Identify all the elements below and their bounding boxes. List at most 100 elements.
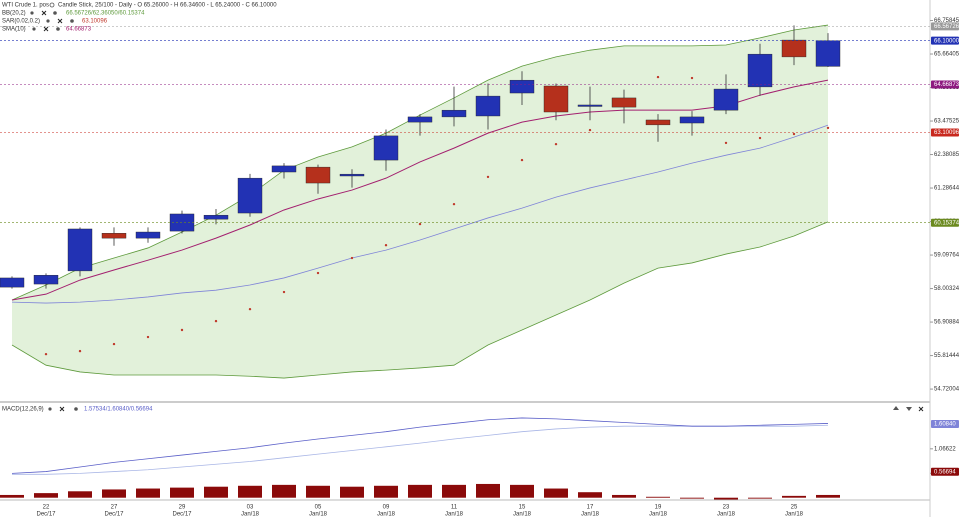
x-tick-label: 22 bbox=[43, 505, 50, 511]
candle-body bbox=[135, 231, 161, 239]
settings-icon[interactable] bbox=[74, 407, 78, 411]
sar-dot bbox=[44, 352, 48, 356]
histogram-bar bbox=[612, 494, 636, 498]
histogram-bar bbox=[442, 484, 466, 498]
indicator-value: 63.10096 bbox=[82, 19, 108, 25]
candle-body bbox=[509, 79, 535, 94]
x-tick-label: 23 bbox=[723, 505, 730, 511]
eye-icon[interactable] bbox=[48, 407, 52, 411]
close-icon[interactable] bbox=[41, 10, 47, 16]
y-tick-label: 62.38085 bbox=[934, 152, 960, 158]
sar-dot bbox=[724, 141, 728, 145]
x-tick-sublabel: Jan/18 bbox=[785, 512, 804, 517]
candle-body bbox=[645, 119, 671, 126]
x-tick-label: 27 bbox=[111, 505, 118, 511]
eye-icon[interactable] bbox=[30, 11, 34, 15]
sar-dot bbox=[248, 307, 252, 311]
settings-icon[interactable] bbox=[53, 11, 57, 15]
x-tick-sublabel: Jan/18 bbox=[649, 512, 668, 517]
y-tick-label: 61.28644 bbox=[934, 186, 960, 192]
histogram-bar bbox=[102, 489, 126, 498]
candle-body bbox=[747, 53, 773, 88]
x-tick-sublabel: Dec/17 bbox=[104, 512, 124, 517]
x-tick-label: 29 bbox=[179, 505, 186, 511]
histogram-bar bbox=[68, 491, 92, 498]
x-tick-label: 17 bbox=[587, 505, 594, 511]
x-tick-label: 03 bbox=[247, 505, 254, 511]
candle-body bbox=[611, 97, 637, 108]
price-badge-label: 66.56726 bbox=[934, 24, 960, 30]
sar-dot bbox=[792, 132, 796, 136]
histogram-bar bbox=[816, 494, 840, 498]
indicator-value: 66.56726/62.36050/60.15374 bbox=[66, 11, 145, 17]
eye-icon[interactable] bbox=[32, 27, 36, 31]
candle-body bbox=[305, 166, 331, 184]
candle-body bbox=[713, 88, 739, 111]
histogram-bar bbox=[204, 486, 228, 498]
macd-line bbox=[11, 417, 829, 474]
histogram-bar bbox=[646, 496, 670, 498]
y-tick-label: 65.66405 bbox=[934, 52, 960, 58]
candle-body bbox=[475, 95, 501, 117]
sar-dot bbox=[384, 243, 388, 247]
sar-dot bbox=[316, 271, 320, 275]
candle-body bbox=[815, 40, 841, 67]
y-tick-label: 58.00324 bbox=[934, 286, 960, 292]
header: WTI Crude 1. pos Candle Stick, 25/100 - … bbox=[2, 2, 924, 413]
indicator-label: BB(20,2) bbox=[2, 11, 26, 17]
eye-icon[interactable] bbox=[49, 2, 55, 8]
x-tick-sublabel: Jan/18 bbox=[513, 512, 532, 517]
x-tick-sublabel: Dec/17 bbox=[172, 512, 192, 517]
x-tick-label: 11 bbox=[451, 505, 458, 511]
price-badge-label: 60.15374 bbox=[934, 220, 960, 226]
histogram-bar bbox=[34, 493, 58, 498]
y-tick-label: 66.75845 bbox=[934, 18, 960, 24]
candle-body bbox=[679, 116, 705, 124]
sma-line bbox=[11, 79, 829, 301]
y-tick-label: 59.09764 bbox=[934, 253, 960, 259]
histogram-bar bbox=[782, 495, 806, 498]
candle-body bbox=[67, 228, 93, 272]
band-lower bbox=[11, 221, 829, 379]
histogram-bar bbox=[340, 486, 364, 498]
price-badge-label: 1.60840 bbox=[934, 422, 956, 428]
x-tick-sublabel: Jan/18 bbox=[717, 512, 736, 517]
price-badge-label: 66.10000 bbox=[934, 38, 960, 44]
y-tick-label: 1.06622 bbox=[934, 446, 956, 452]
header-icons[interactable] bbox=[30, 10, 924, 412]
histogram-bar bbox=[510, 484, 534, 498]
x-tick-label: 25 bbox=[791, 505, 798, 511]
eye-icon[interactable] bbox=[46, 19, 50, 23]
x-tick-sublabel: Dec/17 bbox=[36, 512, 56, 517]
settings-icon[interactable] bbox=[56, 27, 60, 31]
histogram-bar bbox=[476, 483, 500, 498]
price-badge-label: 64.66873 bbox=[934, 82, 960, 88]
x-tick-sublabel: Jan/18 bbox=[309, 512, 328, 517]
candle-body bbox=[237, 177, 263, 214]
price-badge bbox=[931, 80, 959, 89]
candle-body bbox=[373, 135, 399, 161]
x-tick-sublabel: Jan/18 bbox=[241, 512, 260, 517]
y-tick-label: 63.47525 bbox=[934, 119, 960, 125]
sar-dot bbox=[520, 158, 524, 162]
settings-icon[interactable] bbox=[70, 19, 74, 23]
close-icon[interactable] bbox=[43, 26, 49, 32]
indicator-label: SAR(0.02,0.2) bbox=[2, 19, 40, 25]
panel-move-icons[interactable] bbox=[893, 406, 912, 411]
candle-body bbox=[271, 165, 297, 173]
panel-close-icon[interactable] bbox=[918, 406, 924, 412]
price-badge bbox=[931, 419, 959, 428]
histogram-bar bbox=[306, 485, 330, 498]
candle-body bbox=[781, 39, 807, 58]
sar-dot bbox=[180, 328, 184, 332]
sar-dot bbox=[486, 175, 490, 179]
price-badge-label: 63.10096 bbox=[934, 130, 960, 136]
close-icon[interactable] bbox=[57, 18, 63, 24]
candle-body bbox=[0, 277, 25, 288]
histogram-bar bbox=[714, 497, 738, 500]
sar-dot bbox=[418, 222, 422, 226]
sar-dot bbox=[758, 136, 762, 140]
close-icon[interactable] bbox=[59, 406, 65, 412]
plot-area: 54.72004 55.81444 56.90884 58.00324 59.09764… bbox=[0, 18, 960, 517]
histogram-bar bbox=[272, 484, 296, 498]
